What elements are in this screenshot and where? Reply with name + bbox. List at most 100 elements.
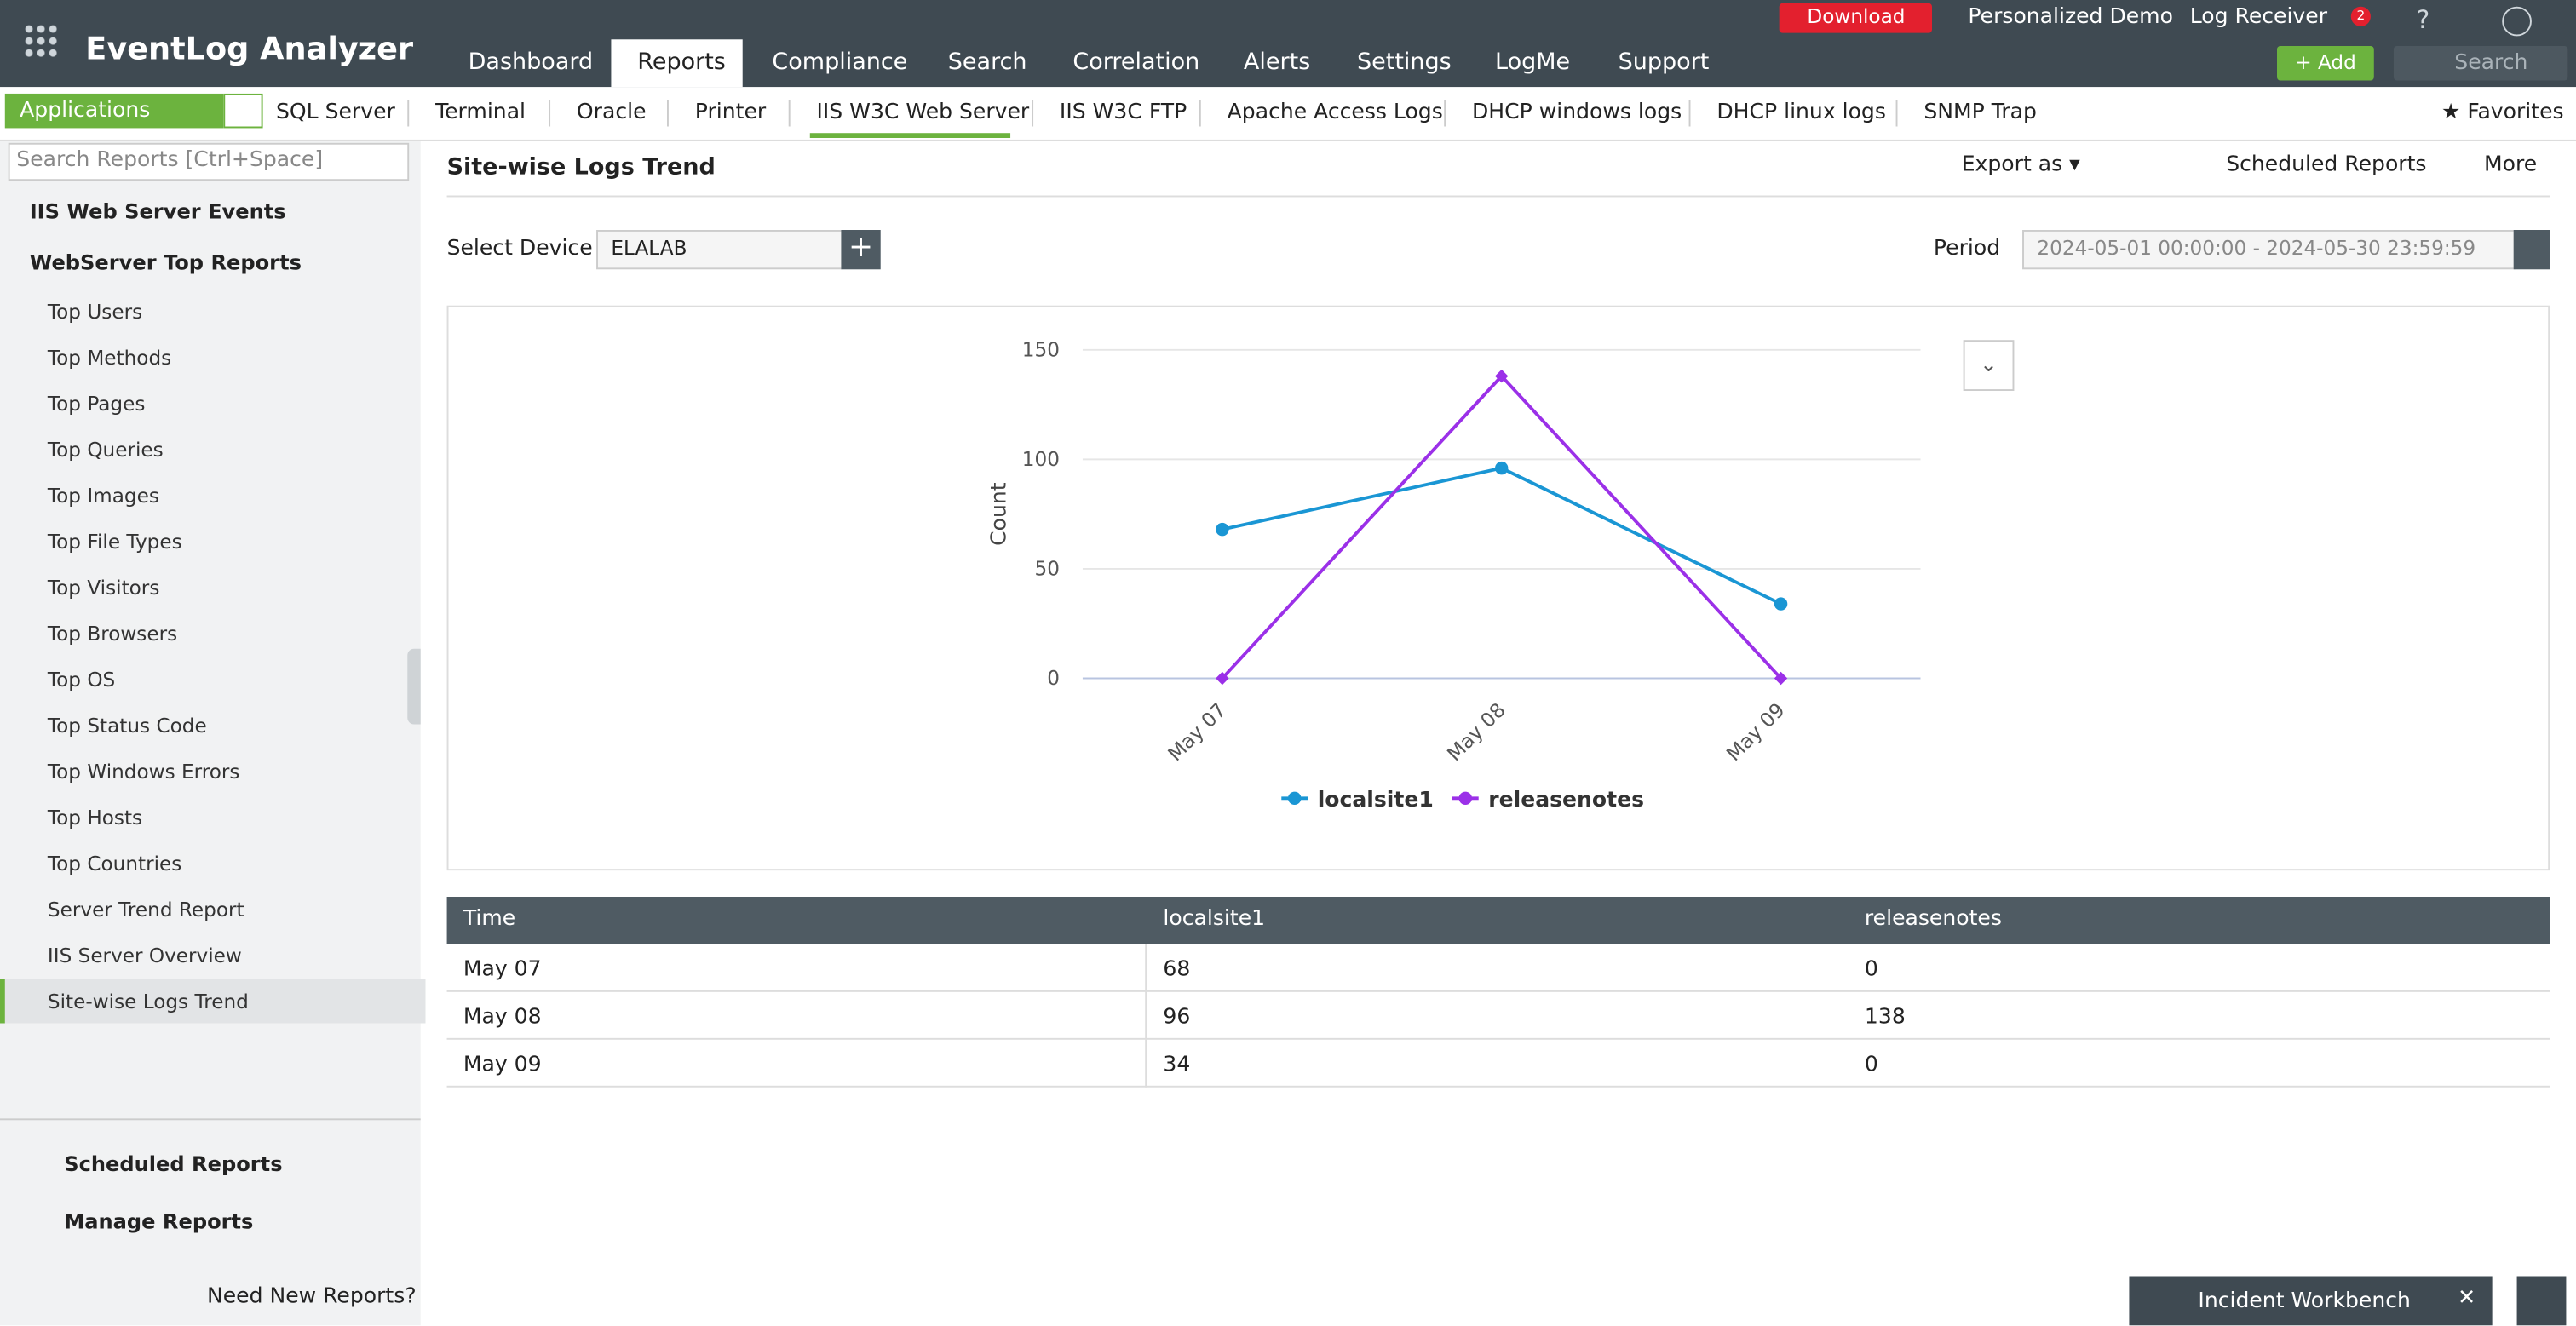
- tab-separator: [1444, 100, 1446, 127]
- sidebar-item[interactable]: Top Users: [47, 300, 143, 324]
- table-cell: May 07: [463, 957, 542, 983]
- tab-separator: [407, 100, 410, 127]
- download-button[interactable]: [1779, 3, 1932, 33]
- table-cell: May 08: [463, 1005, 542, 1030]
- device-value[interactable]: ELALAB: [611, 236, 687, 260]
- user-icon[interactable]: [2502, 6, 2532, 37]
- sub-tab[interactable]: Terminal: [435, 100, 526, 125]
- nav-item[interactable]: LogMe: [1494, 49, 1571, 76]
- favorites[interactable]: ★ Favorites: [2441, 100, 2564, 125]
- favorites-text[interactable]: Favorites: [2467, 100, 2564, 125]
- sidebar-item[interactable]: Top Queries: [47, 438, 164, 462]
- tab-underline: [809, 133, 1011, 138]
- need-new-reports[interactable]: Need New Reports?: [206, 1284, 417, 1310]
- sub-tab[interactable]: Printer: [694, 100, 767, 125]
- sub-tab[interactable]: SQL Server: [275, 100, 395, 125]
- nav-item[interactable]: Settings: [1356, 49, 1452, 76]
- search-placeholder[interactable]: Search: [2454, 50, 2528, 76]
- period-input[interactable]: [2022, 229, 2516, 270]
- export-button[interactable]: Export as ▾: [1961, 152, 2080, 178]
- nav-item[interactable]: Reports: [637, 49, 726, 76]
- sidebar-item[interactable]: Top Visitors: [47, 576, 160, 600]
- sidebar-item[interactable]: Top Methods: [47, 346, 172, 370]
- sidebar-item[interactable]: Top File Types: [47, 530, 182, 554]
- close-workbench[interactable]: ✕: [2458, 1286, 2476, 1311]
- more-button[interactable]: More: [2483, 152, 2538, 178]
- sub-tab[interactable]: Apache Access Logs: [1227, 100, 1443, 125]
- nav-item[interactable]: Alerts: [1243, 49, 1311, 76]
- header-link[interactable]: Log Receiver: [2189, 4, 2328, 30]
- sidebar-item[interactable]: Top Status Code: [47, 714, 207, 738]
- series-line: [1221, 373, 1782, 680]
- sidebar-item[interactable]: Top Pages: [47, 392, 146, 416]
- add-text[interactable]: Add: [2317, 50, 2356, 74]
- add-device-button[interactable]: +: [841, 229, 881, 270]
- sidebar-item[interactable]: Top Images: [47, 484, 159, 508]
- collapse-handle[interactable]: [407, 648, 421, 725]
- add-label[interactable]: + Add: [2295, 50, 2356, 74]
- applications-menu[interactable]: [4, 93, 224, 129]
- point: [1494, 461, 1509, 475]
- sidebar-item[interactable]: Top Windows Errors: [47, 760, 240, 784]
- nav-item[interactable]: Dashboard: [468, 49, 594, 76]
- nav-item[interactable]: Correlation: [1072, 49, 1200, 76]
- search-box[interactable]: [2393, 45, 2568, 81]
- point: [1216, 522, 1229, 537]
- table-cell: 0: [1864, 1053, 1878, 1078]
- add-button[interactable]: [2276, 45, 2374, 81]
- device-input[interactable]: [596, 229, 843, 270]
- sidebar-item[interactable]: Top Browsers: [47, 622, 178, 646]
- notification-badge[interactable]: 2: [2350, 6, 2371, 26]
- export-text[interactable]: Export as: [1961, 152, 2063, 178]
- sub-tab[interactable]: Oracle: [576, 100, 647, 125]
- sidebar-item[interactable]: Top Hosts: [47, 806, 143, 829]
- table-header-cell: localsite1: [1163, 906, 1266, 932]
- x-tick-label: May 09: [1722, 699, 1789, 766]
- apps-icon[interactable]: [22, 22, 60, 60]
- logo: EventLog Analyzer: [85, 31, 414, 68]
- sub-tab[interactable]: DHCP linux logs: [1716, 100, 1886, 125]
- chat-button[interactable]: [2516, 1276, 2567, 1326]
- scheduled-reports-button[interactable]: Scheduled Reports: [2226, 152, 2427, 178]
- sidebar-item[interactable]: Server Trend Report: [47, 898, 244, 921]
- sidebar-item[interactable]: IIS Server Overview: [47, 944, 242, 967]
- sidebar-search[interactable]: [8, 142, 410, 181]
- nav-item[interactable]: Search: [947, 49, 1027, 76]
- sidebar-footer-link[interactable]: Scheduled Reports: [64, 1151, 283, 1176]
- table-cell: 138: [1864, 1005, 1906, 1030]
- sidebar-item[interactable]: Site-wise Logs Trend: [47, 990, 249, 1013]
- period-value[interactable]: 2024-05-01 00:00:00 - 2024-05-30 23:59:5…: [2037, 236, 2476, 260]
- help-icon[interactable]: ?: [2416, 4, 2430, 35]
- header-link[interactable]: Personalized Demo: [1968, 4, 2173, 30]
- tab-separator: [666, 100, 669, 127]
- nav-item[interactable]: Support: [1618, 49, 1710, 76]
- table-cell: 34: [1163, 1053, 1191, 1078]
- incident-workbench-label[interactable]: Incident Workbench: [2198, 1289, 2411, 1314]
- chart-menu[interactable]: ⌄: [1963, 340, 2015, 391]
- applications-toggle[interactable]: [223, 93, 263, 129]
- sidebar-group[interactable]: WebServer Top Reports: [29, 250, 302, 275]
- nav-active-tab: [611, 39, 743, 88]
- sub-tab[interactable]: DHCP windows logs: [1471, 100, 1682, 125]
- tab-separator: [549, 100, 551, 127]
- sub-tab[interactable]: IIS W3C Web Server: [816, 100, 1030, 125]
- download-label[interactable]: Download: [1807, 4, 1906, 28]
- sidebar-search-placeholder[interactable]: Search Reports [Ctrl+Space]: [16, 147, 324, 173]
- sidebar-item[interactable]: Top Countries: [47, 852, 182, 875]
- legend-marker: [1458, 791, 1472, 805]
- tab-separator: [788, 100, 791, 127]
- sidebar-group[interactable]: IIS Web Server Events: [29, 198, 286, 224]
- sidebar-item[interactable]: Top OS: [47, 668, 116, 692]
- sub-tab[interactable]: IIS W3C FTP: [1059, 100, 1187, 125]
- applications-label[interactable]: Applications: [20, 98, 151, 123]
- top-bar: [0, 0, 2576, 88]
- y-tick-label: 50: [1034, 559, 1059, 581]
- nav-item[interactable]: Compliance: [772, 49, 908, 76]
- sidebar-footer-link[interactable]: Manage Reports: [64, 1208, 254, 1234]
- table-header-cell: Time: [463, 906, 516, 932]
- incident-workbench-bar[interactable]: [2129, 1276, 2493, 1326]
- sub-tab[interactable]: SNMP Trap: [1923, 100, 2037, 125]
- calendar-button[interactable]: [2513, 229, 2550, 270]
